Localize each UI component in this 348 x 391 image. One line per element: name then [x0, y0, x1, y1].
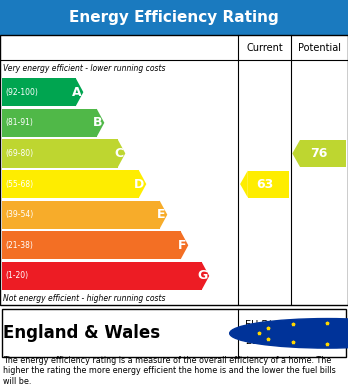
Text: D: D — [134, 178, 144, 190]
Polygon shape — [118, 139, 125, 167]
Text: (39-54): (39-54) — [5, 210, 33, 219]
Text: F: F — [178, 239, 187, 252]
Text: 2002/91/EC: 2002/91/EC — [245, 336, 302, 346]
Text: (21-38): (21-38) — [5, 241, 33, 250]
Bar — [2, 109, 97, 137]
Bar — [2, 139, 118, 167]
Polygon shape — [160, 201, 167, 229]
Text: Energy Efficiency Rating: Energy Efficiency Rating — [69, 10, 279, 25]
Text: EU Directive: EU Directive — [245, 320, 306, 330]
Text: Potential: Potential — [298, 43, 341, 52]
Bar — [2, 201, 160, 229]
Text: (81-91): (81-91) — [5, 118, 33, 127]
Bar — [2, 231, 181, 259]
Text: (55-68): (55-68) — [5, 179, 33, 188]
Text: Very energy efficient - lower running costs: Very energy efficient - lower running co… — [3, 64, 166, 73]
Bar — [2, 170, 139, 198]
Bar — [0, 35, 348, 305]
Bar — [248, 170, 289, 197]
Text: B: B — [93, 116, 103, 129]
Polygon shape — [240, 170, 248, 197]
Bar — [300, 140, 346, 167]
Text: E: E — [157, 208, 166, 221]
Text: G: G — [197, 269, 207, 282]
Polygon shape — [181, 231, 188, 259]
Circle shape — [230, 319, 348, 348]
Bar — [2, 78, 76, 106]
Text: England & Wales: England & Wales — [3, 324, 161, 343]
Text: Current: Current — [246, 43, 283, 52]
Text: (1-20): (1-20) — [5, 271, 28, 280]
Polygon shape — [76, 78, 84, 106]
Bar — [2, 262, 201, 290]
Text: Not energy efficient - higher running costs: Not energy efficient - higher running co… — [3, 294, 166, 303]
Text: (92-100): (92-100) — [5, 88, 38, 97]
Polygon shape — [201, 262, 209, 290]
Text: A: A — [72, 86, 81, 99]
Text: C: C — [114, 147, 124, 160]
Text: The energy efficiency rating is a measure of the overall efficiency of a home. T: The energy efficiency rating is a measur… — [3, 356, 336, 386]
Text: (69-80): (69-80) — [5, 149, 33, 158]
Text: 76: 76 — [311, 147, 328, 160]
Polygon shape — [292, 140, 300, 167]
FancyBboxPatch shape — [0, 0, 348, 35]
Text: 63: 63 — [256, 178, 273, 190]
Polygon shape — [139, 170, 146, 198]
Polygon shape — [97, 109, 104, 137]
